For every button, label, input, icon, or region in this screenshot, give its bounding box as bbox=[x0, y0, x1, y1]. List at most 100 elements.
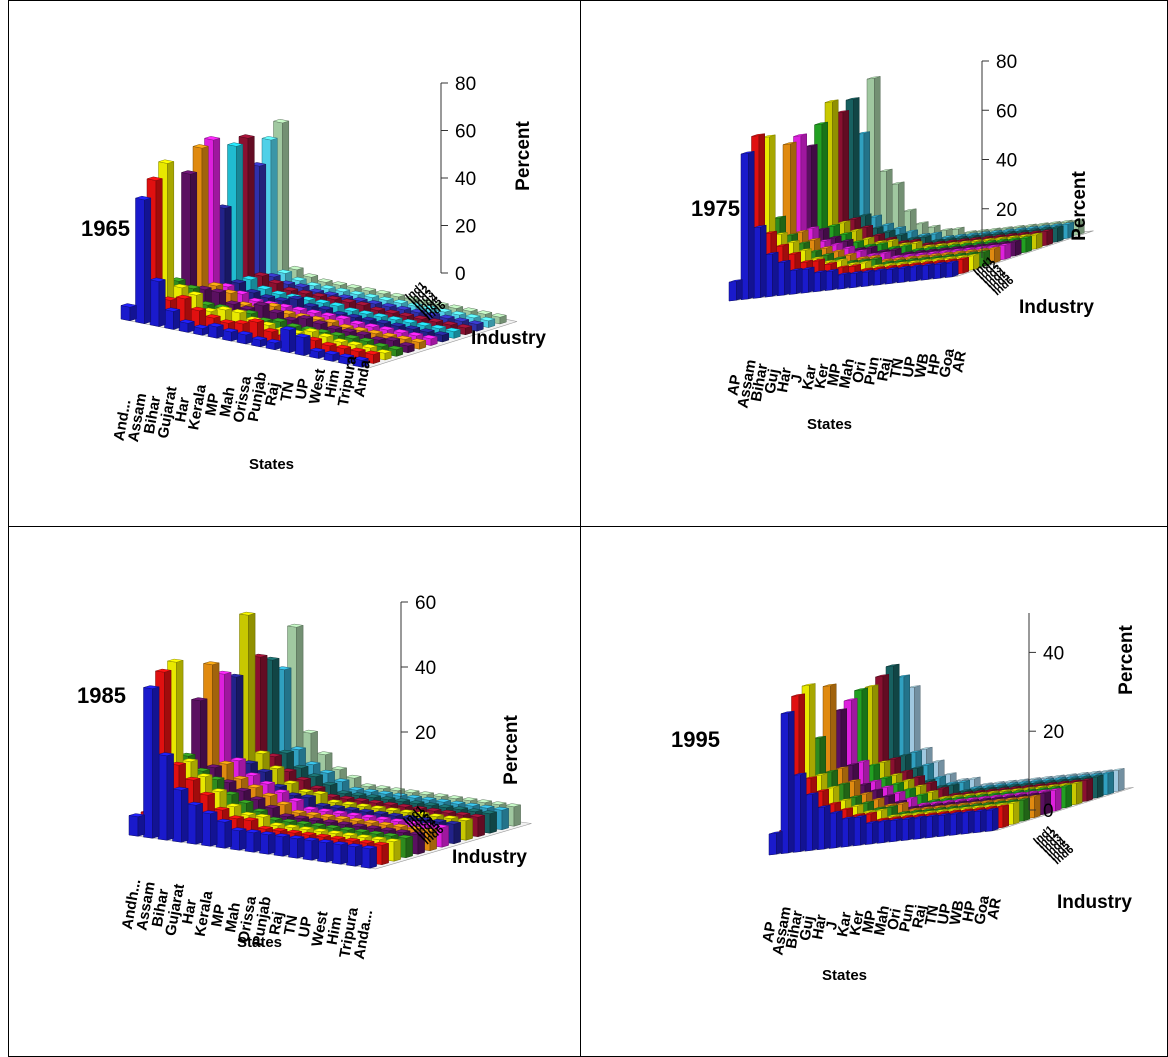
z-tick-label: 60 bbox=[996, 101, 1017, 122]
state-tick-label: Kar bbox=[799, 363, 820, 391]
state-tick-label: West bbox=[306, 367, 329, 405]
bar bbox=[215, 818, 232, 849]
z-tick-label: 80 bbox=[996, 52, 1017, 73]
panel-1995: 0 20 40 1995 Percent Industry States AP Assam Bih… bbox=[579, 525, 1168, 1057]
state-tick-label: Bihar bbox=[141, 395, 164, 436]
bar bbox=[896, 265, 911, 284]
bar bbox=[804, 792, 819, 852]
state-tick-label: MP bbox=[859, 909, 880, 934]
state-tick-label: Bihar bbox=[748, 362, 771, 403]
percent-axis-title: Percent bbox=[1069, 170, 1090, 240]
z-tick-label: 0 bbox=[1043, 801, 1054, 822]
state-tick-label: Goa bbox=[936, 347, 958, 379]
bar bbox=[280, 326, 297, 354]
bar bbox=[836, 272, 851, 290]
bar bbox=[418, 328, 435, 340]
bar bbox=[792, 772, 807, 853]
panel-year-label: 1995 bbox=[671, 727, 720, 752]
bar bbox=[776, 259, 791, 297]
bar bbox=[128, 813, 145, 837]
z-tick-label: 80 bbox=[455, 74, 476, 95]
state-tick-label: TN bbox=[277, 380, 297, 403]
state-tick-label: AR bbox=[949, 350, 970, 374]
state-tick-label: Raj bbox=[909, 904, 930, 930]
states-axis-title: States bbox=[237, 934, 282, 951]
bar bbox=[984, 807, 999, 832]
bar bbox=[331, 841, 348, 865]
bar bbox=[884, 266, 899, 285]
percent-axis-title: Percent bbox=[501, 714, 522, 784]
bar bbox=[178, 319, 195, 333]
state-tick-label: Bihar bbox=[149, 888, 172, 929]
state-tick-label: And... bbox=[111, 398, 135, 442]
bar bbox=[780, 710, 795, 854]
bar bbox=[230, 827, 247, 851]
state-tick-label: TN bbox=[922, 904, 942, 927]
bar bbox=[181, 170, 198, 310]
percent-axis-title: Percent bbox=[513, 120, 534, 190]
bar bbox=[259, 831, 276, 855]
state-tick-label: Mah bbox=[217, 386, 239, 418]
bar bbox=[420, 827, 437, 852]
states-axis-title: States bbox=[249, 456, 294, 473]
bar bbox=[244, 829, 261, 853]
bar bbox=[924, 814, 939, 839]
bar bbox=[848, 270, 863, 289]
chart-1985: 2040601985PercentIndustryStatesAndh...As… bbox=[77, 593, 532, 961]
bar bbox=[421, 334, 438, 346]
bar bbox=[447, 304, 464, 316]
state-tick-label: TN bbox=[281, 914, 301, 937]
z-tick-label: 60 bbox=[455, 122, 476, 143]
states-axis-title: States bbox=[822, 967, 867, 984]
bar bbox=[273, 833, 290, 857]
panel-year-label: 1975 bbox=[691, 196, 740, 221]
bar bbox=[944, 260, 959, 278]
state-tick-label: Mah bbox=[871, 904, 893, 936]
z-tick-label: 20 bbox=[415, 723, 436, 744]
panel-1975: 20 40 60 80 1975 Percent Industry States AP Assam… bbox=[579, 0, 1168, 527]
bar bbox=[456, 817, 473, 841]
bar bbox=[764, 251, 779, 298]
state-tick-label: Ker bbox=[847, 909, 868, 937]
bar bbox=[302, 837, 319, 861]
state-tick-label: Ker bbox=[812, 362, 833, 390]
bar bbox=[288, 835, 305, 859]
z-tick-label: 60 bbox=[415, 593, 436, 614]
z-tick-label: 0 bbox=[455, 264, 466, 285]
chart-1995: 020401995PercentIndustryStatesAPAssamBih… bbox=[671, 613, 1137, 984]
bar bbox=[236, 330, 253, 345]
bar bbox=[864, 820, 879, 845]
z-tick-label: 40 bbox=[996, 151, 1017, 172]
bar bbox=[948, 811, 963, 836]
state-tick-label: AR bbox=[984, 897, 1005, 921]
bar bbox=[812, 270, 827, 293]
chart-1965: 0 20 40 60 80 1965 Percent Industry States And...… bbox=[81, 74, 546, 473]
bar bbox=[816, 804, 831, 851]
state-tick-label: MP bbox=[208, 903, 229, 928]
state-tick-label: Him bbox=[324, 915, 346, 946]
bar bbox=[828, 810, 843, 849]
z-tick-label: 20 bbox=[455, 217, 476, 238]
bar bbox=[120, 303, 137, 322]
bar bbox=[852, 814, 867, 847]
bar bbox=[972, 808, 987, 834]
bar bbox=[920, 263, 935, 281]
bar bbox=[840, 816, 855, 848]
bar bbox=[960, 810, 975, 835]
bar bbox=[135, 195, 152, 325]
bar bbox=[346, 843, 363, 867]
state-tick-label: Kar bbox=[834, 910, 855, 938]
bar bbox=[860, 269, 875, 287]
bar bbox=[912, 815, 927, 840]
state-tick-label: HP bbox=[959, 900, 979, 923]
bar bbox=[317, 839, 334, 863]
bar bbox=[265, 339, 282, 351]
state-tick-label: West bbox=[309, 910, 332, 948]
z-tick-label: 40 bbox=[415, 658, 436, 679]
bar bbox=[172, 786, 189, 843]
bar bbox=[157, 752, 174, 841]
state-tick-label: Har bbox=[774, 366, 795, 394]
panel-year-label: 1965 bbox=[81, 216, 130, 241]
